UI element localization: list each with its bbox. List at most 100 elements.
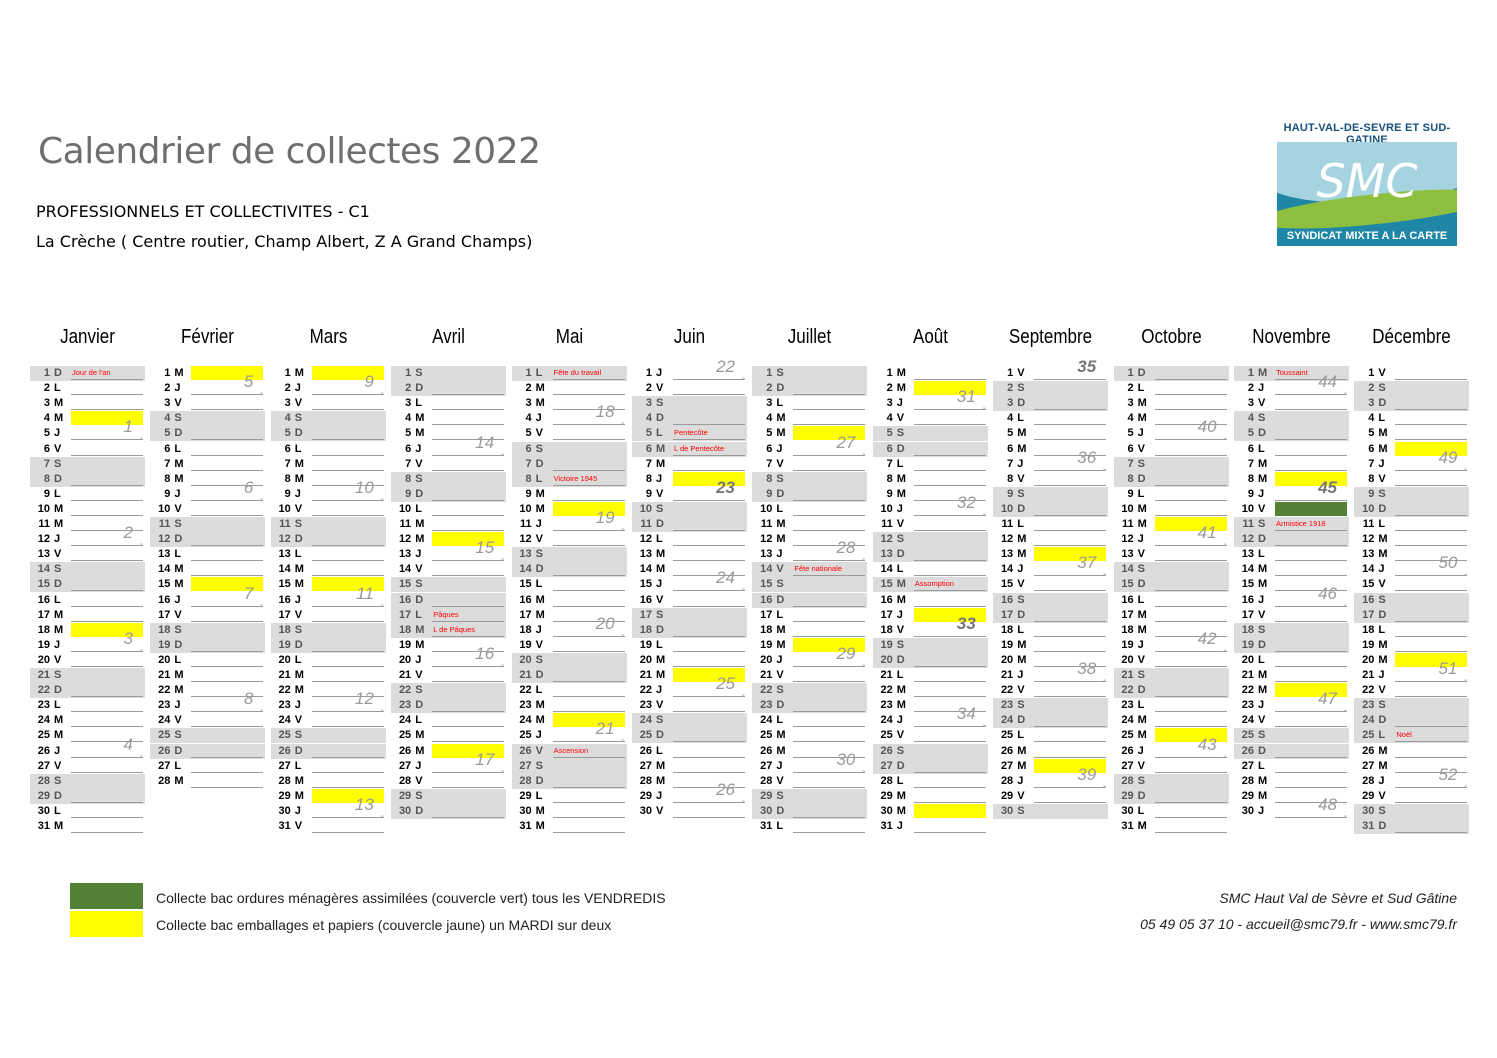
day-letter: D	[776, 487, 785, 500]
day-row: 30 S	[1354, 803, 1470, 819]
collection-yellow	[71, 411, 143, 426]
day-line	[1154, 804, 1227, 818]
day-letter: L	[415, 608, 422, 621]
day-line	[1154, 381, 1227, 396]
day-number: 6	[164, 442, 171, 455]
contact-line: 05 49 05 37 10 - accueil@smc79.fr - www.…	[1140, 916, 1457, 932]
day-number: 17	[1000, 608, 1014, 621]
day-number: 10	[37, 502, 50, 515]
day-number: 18	[1000, 623, 1014, 636]
day-number: 28	[1000, 774, 1014, 787]
day-line	[1034, 713, 1107, 728]
day-row: 11 M	[1114, 517, 1229, 532]
day-number: 30	[1121, 804, 1134, 817]
day-number: 20	[1362, 653, 1375, 666]
day-letter: S	[1258, 623, 1266, 636]
day-letter: V	[1137, 442, 1145, 455]
week-number: 15	[475, 538, 495, 558]
day-number: 1	[1368, 367, 1375, 379]
collection-green	[71, 456, 143, 471]
day-line	[311, 532, 384, 547]
day-letter: M	[294, 472, 304, 485]
day-number: 10	[158, 502, 171, 515]
day-number: 2	[1127, 382, 1134, 395]
day-row: 17 M	[1114, 608, 1229, 623]
day-letter: D	[535, 563, 544, 576]
day-line	[793, 623, 866, 637]
day-line	[793, 381, 866, 396]
day-number: 30	[1000, 804, 1014, 817]
day-number: 29	[519, 789, 532, 802]
day-line	[913, 396, 986, 411]
day-letter: M	[656, 548, 666, 561]
day-letter: M	[54, 412, 64, 425]
day-line	[673, 683, 745, 698]
day-line	[793, 562, 866, 577]
day-number: 20	[880, 653, 893, 666]
day-letter: S	[174, 729, 182, 742]
day-line	[1154, 577, 1227, 592]
day-letter: M	[1378, 759, 1388, 772]
day-row: 22 S	[752, 683, 868, 699]
day-line	[913, 683, 986, 698]
day-line	[1034, 472, 1107, 486]
day-row: 21 M	[271, 668, 386, 683]
day-row: 20 S	[511, 652, 627, 668]
day-row: 14 V	[391, 562, 506, 577]
day-line	[1395, 562, 1468, 577]
day-number: 9	[284, 487, 291, 500]
collection-yellow	[673, 471, 745, 486]
day-number: 27	[398, 759, 412, 772]
day-letter: J	[54, 744, 61, 757]
day-row: 16 L	[30, 593, 145, 608]
day-row: 12 M	[391, 532, 506, 547]
day-row: 30 S	[993, 803, 1109, 819]
day-row: 23 S	[1354, 698, 1470, 714]
day-letter: L	[54, 593, 61, 606]
day-letter: D	[294, 744, 303, 757]
day-row: 17 V	[1234, 608, 1349, 623]
day-number: 26	[760, 744, 773, 757]
day-row: 30 M	[512, 804, 627, 819]
day-letter: M	[294, 578, 304, 591]
week-dash: -	[1464, 780, 1468, 792]
day-line	[1154, 653, 1227, 667]
day-row: 25 S	[270, 728, 386, 744]
day-line	[1034, 442, 1107, 456]
day-row: 22 M	[873, 683, 988, 698]
day-line	[913, 758, 986, 773]
month-name: Mars	[309, 326, 348, 348]
day-number: 23	[639, 699, 652, 712]
day-number: 28	[37, 774, 50, 787]
day-number: 27	[1241, 759, 1254, 772]
day-letter: J	[1258, 593, 1265, 606]
day-row: 28 M	[150, 774, 265, 789]
day-letter: S	[174, 412, 182, 425]
day-line	[71, 381, 143, 396]
day-letter: L	[1137, 382, 1145, 395]
day-number: 25	[398, 729, 412, 742]
day-row: 19 M	[391, 638, 506, 653]
day-line	[1154, 366, 1227, 380]
day-number: 28	[519, 774, 532, 787]
day-line	[71, 442, 143, 456]
day-number: 27	[158, 759, 171, 772]
day-row: 21 J 38-	[993, 660, 1108, 686]
day-number: 12	[1000, 533, 1014, 546]
week-number: 43	[1197, 734, 1217, 754]
day-row: 18 V 33	[873, 615, 988, 638]
day-letter: M	[1258, 684, 1268, 697]
day-row: 13 M	[632, 547, 747, 562]
day-letter: J	[1137, 638, 1144, 651]
day-number: 12	[158, 533, 171, 546]
day-letter: V	[776, 457, 784, 470]
day-letter: D	[415, 699, 424, 712]
day-row: 25 M	[752, 728, 867, 743]
day-letter: M	[535, 608, 545, 621]
day-number: 6	[405, 442, 412, 455]
day-row: 20 M	[1354, 652, 1469, 668]
